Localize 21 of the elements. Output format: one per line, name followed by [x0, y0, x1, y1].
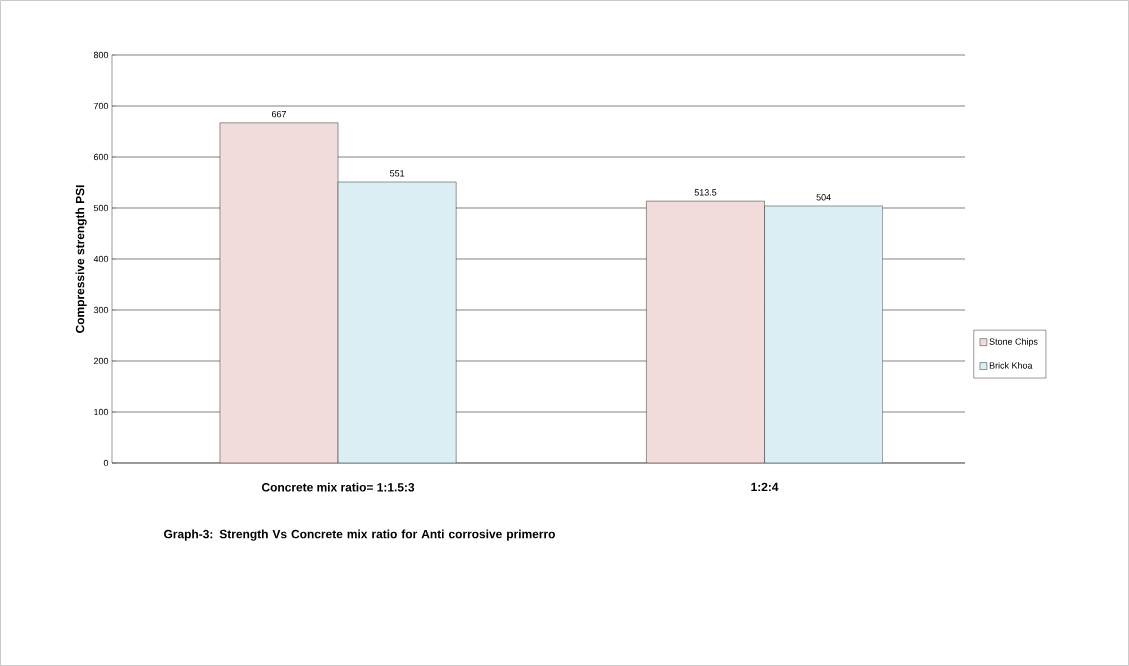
y-tick-label: 800 [93, 51, 109, 59]
legend-label: Stone Chips [989, 338, 1038, 347]
x-tick-label: 1:2:4 [751, 482, 779, 492]
data-label: 513.5 [694, 189, 717, 196]
y-tick-label: 300 [93, 306, 109, 314]
bar [337, 181, 457, 463]
y-tick-label: 700 [93, 102, 109, 110]
legend-label: Brick Khoa [989, 362, 1033, 369]
text: Graph-3: Strength Vs Concrete mix ratio for Anti corrosive primerro [164, 529, 555, 541]
y-tick-label: 0 [103, 459, 109, 467]
y-axis-title: Compressive strength PSI [75, 185, 87, 333]
bar [764, 205, 883, 463]
y-tick-label: 400 [93, 255, 109, 263]
data-label: 667 [271, 110, 286, 118]
y-tick-label: 200 [93, 357, 109, 365]
x-tick-label: Concrete mix ratio= 1:1.5:3 [261, 482, 415, 492]
y-tick-label: 600 [93, 153, 109, 161]
data-label: 504 [816, 194, 831, 201]
y-tick-label: 500 [93, 204, 109, 212]
data-label: 551 [390, 170, 405, 177]
y-tick-label: 100 [94, 408, 109, 416]
